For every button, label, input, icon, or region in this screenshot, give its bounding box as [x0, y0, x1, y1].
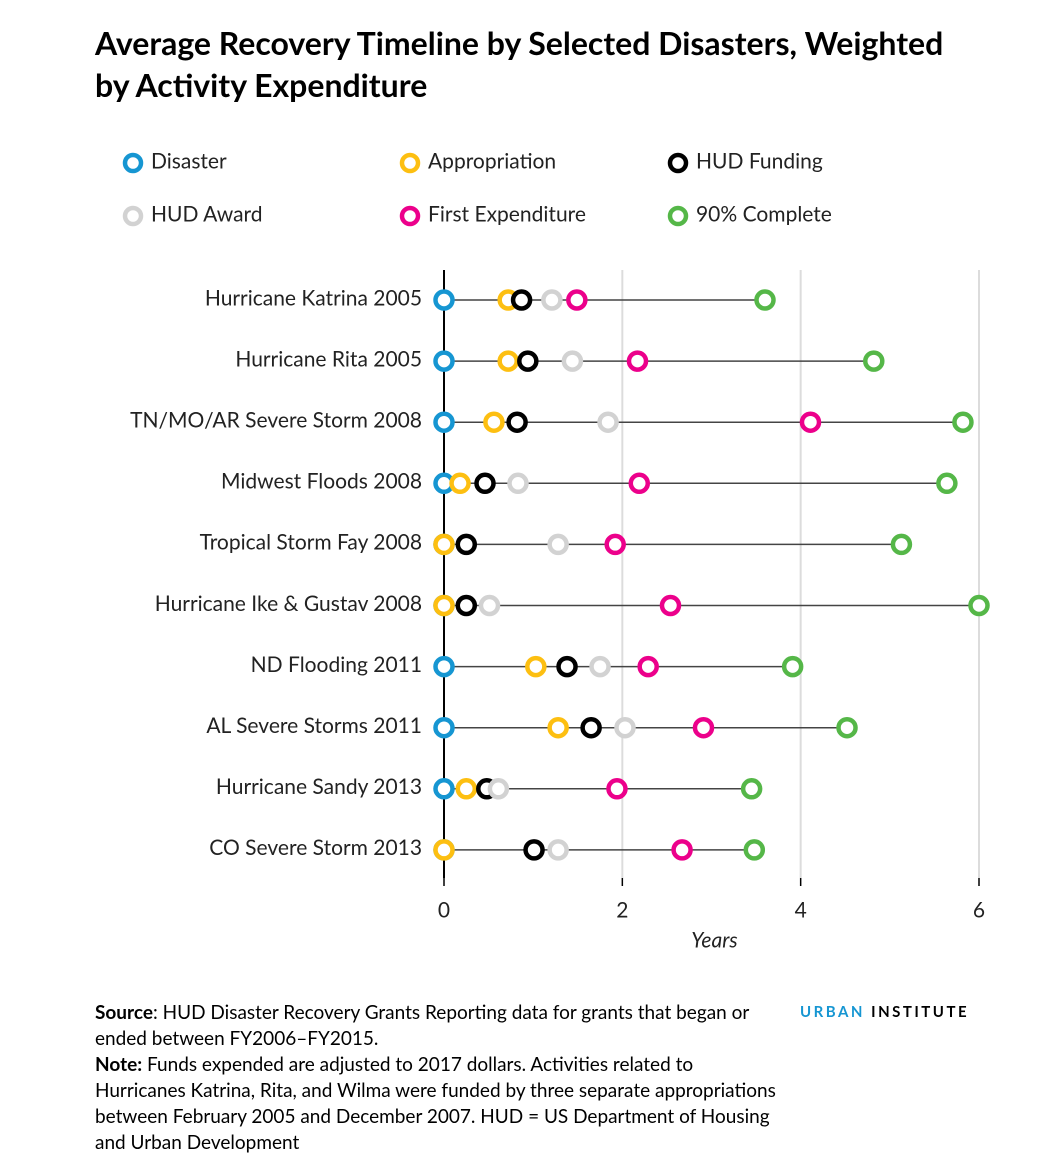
y-tick-label: Hurricane Rita 2005: [235, 346, 422, 371]
dot: [626, 350, 649, 372]
note-text: Funds expended are adjusted to 2017 doll…: [95, 1053, 776, 1154]
legend-label: HUD Award: [151, 201, 263, 226]
chart-title: Average Recovery Timeline by Selected Di…: [95, 23, 944, 104]
note-label: Note:: [95, 1053, 143, 1076]
legend-label: First Expenditure: [428, 201, 586, 226]
dot: [483, 411, 505, 433]
dot: [497, 350, 519, 372]
logo-right: INSTITUTE: [871, 1003, 970, 1021]
dot: [449, 472, 471, 495]
dot: [863, 350, 885, 372]
dot: [968, 594, 990, 617]
x-axis-label: Years: [691, 927, 737, 952]
legend-marker: [667, 152, 689, 174]
dot: [580, 716, 602, 739]
dot: [952, 411, 974, 433]
logo-left: URBAN: [800, 1003, 865, 1021]
y-tick-label: AL Severe Storms 2011: [206, 713, 422, 738]
dot: [474, 472, 496, 495]
dot: [433, 411, 455, 433]
dot: [561, 350, 584, 372]
dot: [507, 472, 529, 495]
dot: [455, 594, 478, 617]
legend-marker: [399, 152, 421, 174]
legend-marker: [667, 205, 689, 227]
dot: [541, 289, 563, 311]
dot: [525, 655, 547, 678]
dot: [740, 778, 763, 800]
dot: [433, 839, 455, 861]
dot: [433, 594, 455, 617]
dot: [433, 778, 455, 800]
y-tick-label: Hurricane Ike & Gustav 2008: [155, 591, 422, 616]
dot: [433, 289, 455, 311]
dot: [433, 350, 455, 372]
dot: [604, 533, 626, 556]
dot: [597, 411, 619, 433]
y-tick-label: Midwest Floods 2008: [221, 469, 422, 494]
source-label: Source: [95, 1001, 153, 1024]
dot: [671, 839, 693, 861]
legend-label: Appropriation: [428, 148, 556, 173]
dot: [517, 350, 539, 372]
dot: [589, 655, 611, 678]
dot: [547, 716, 569, 739]
legend-label: Disaster: [151, 148, 227, 173]
dot: [743, 839, 766, 861]
y-tick-label: Tropical Storm Fay 2008: [200, 530, 422, 555]
dot: [836, 716, 858, 739]
dot: [455, 533, 478, 556]
legend-marker: [122, 152, 144, 174]
dot: [799, 411, 822, 433]
logo: URBAN INSTITUTE: [800, 1003, 969, 1021]
legend-label: HUD Funding: [696, 148, 823, 173]
dot: [433, 655, 455, 678]
dot: [547, 533, 569, 556]
footnote: Source: HUD Disaster Recovery Grants Rep…: [95, 1000, 785, 1156]
dot: [754, 289, 776, 311]
x-tick-label: 0: [438, 897, 450, 922]
dot: [478, 594, 501, 617]
x-tick-label: 2: [616, 897, 628, 922]
dot: [433, 533, 455, 556]
legend-marker: [122, 205, 144, 227]
dot: [455, 778, 478, 800]
dot: [556, 655, 578, 678]
y-tick-label: ND Flooding 2011: [251, 652, 422, 677]
dot: [433, 716, 455, 739]
source: Source: HUD Disaster Recovery Grants Rep…: [95, 1000, 785, 1052]
source-text: : HUD Disaster Recovery Grants Reporting…: [95, 1001, 749, 1050]
dot: [936, 472, 958, 495]
x-tick-label: 4: [795, 897, 807, 922]
legend-label: 90% Complete: [696, 201, 832, 226]
dot: [510, 289, 533, 311]
dot: [506, 411, 528, 433]
note: Note: Funds expended are adjusted to 201…: [95, 1052, 785, 1156]
dot: [606, 778, 628, 800]
dot: [628, 472, 651, 495]
x-tick-label: 6: [973, 897, 985, 922]
dot: [523, 839, 545, 861]
y-tick-label: CO Severe Storm 2013: [209, 835, 422, 860]
dot: [487, 778, 510, 800]
dot: [890, 533, 913, 556]
dot: [566, 289, 588, 311]
y-tick-label: TN/MO/AR Severe Storm 2008: [130, 408, 422, 433]
dot: [614, 716, 636, 739]
dot: [659, 594, 682, 617]
y-tick-label: Hurricane Katrina 2005: [205, 285, 422, 310]
legend-marker: [399, 205, 421, 227]
dot: [692, 716, 715, 739]
y-tick-label: Hurricane Sandy 2013: [216, 774, 422, 799]
dot: [781, 655, 804, 678]
dot: [637, 655, 659, 678]
dot: [547, 839, 569, 861]
